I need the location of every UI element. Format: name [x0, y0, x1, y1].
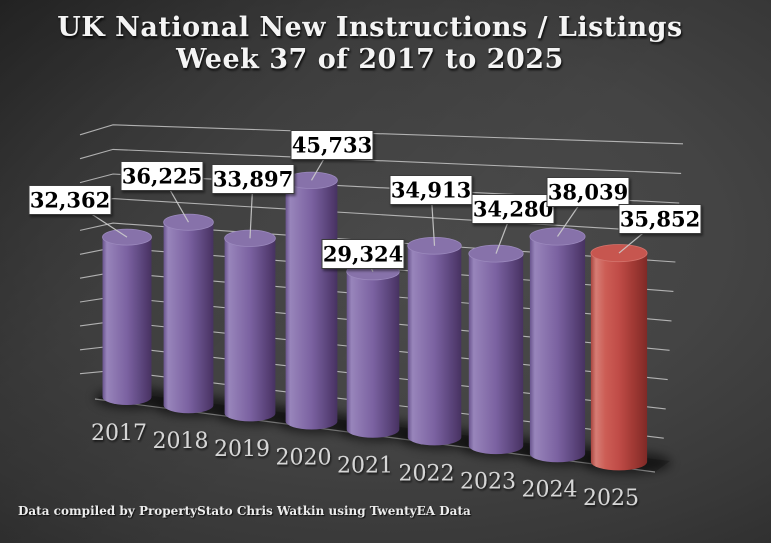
value-label-text: 32,362 [30, 188, 110, 213]
x-axis-label-2025: 2025 [583, 486, 639, 511]
x-axis-label-2018: 2018 [153, 429, 209, 454]
bar-2019 [224, 229, 276, 422]
value-label-2019: 33,897 [211, 164, 295, 194]
value-label-text: 34,280 [473, 197, 553, 222]
bar-body [468, 253, 524, 455]
value-label-box [120, 161, 204, 191]
value-label-2023: 34,280 [471, 194, 555, 224]
x-axis-label-2023: 2023 [460, 470, 516, 495]
value-label-2024: 38,039 [546, 177, 630, 207]
value-label-text: 38,039 [548, 180, 628, 205]
value-label-text: 36,225 [122, 164, 202, 189]
bar-2025 [590, 244, 648, 471]
x-axis-label-2020: 2020 [276, 445, 332, 470]
bar-2017 [102, 228, 152, 405]
x-axis-label-2021: 2021 [337, 453, 393, 478]
x-axis-label-2019: 2019 [214, 437, 270, 462]
value-label-text: 33,897 [213, 167, 293, 192]
value-label-box [546, 177, 630, 207]
bar-body [102, 237, 152, 405]
bar-2018 [163, 213, 214, 414]
x-axis-labels: 2017 2018 2019 2020 2021 2022 2023 2024 2025 [91, 421, 639, 511]
value-label-text: 45,733 [292, 133, 372, 158]
bar-2022 [407, 237, 462, 446]
bar-body [346, 271, 400, 438]
bar-2020 [285, 171, 338, 430]
value-label-box [290, 130, 374, 160]
value-label-box [389, 175, 473, 205]
value-label-box [211, 164, 295, 194]
value-label-2018: 36,225 [120, 161, 204, 191]
bar-2023 [468, 244, 524, 455]
chart-title: UK National New Instructions / Listings [57, 12, 683, 43]
data-source-footer: Data compiled by PropertyStato Chris Wat… [18, 504, 471, 518]
value-label-box [321, 239, 405, 269]
value-label-box [28, 185, 112, 215]
gridline [79, 124, 684, 145]
x-axis-label-2022: 2022 [399, 462, 455, 487]
gridline [79, 148, 682, 174]
value-label-text: 34,913 [391, 178, 471, 203]
value-label-2025: 35,852 [618, 204, 702, 234]
chart-title-block: UK National New Instructions / Listings … [0, 12, 740, 76]
value-label-text: 35,852 [620, 207, 700, 232]
x-axis-label-2024: 2024 [522, 478, 578, 503]
bar-2024 [529, 227, 586, 463]
gridline [79, 173, 680, 204]
value-label-2020: 45,733 [290, 130, 374, 160]
value-label-text: 29,324 [323, 242, 403, 267]
value-label-box [618, 204, 702, 234]
bar-body [590, 253, 648, 471]
bar-body [224, 238, 276, 422]
value-label-2022: 34,913 [389, 175, 473, 205]
bar-body [407, 245, 462, 446]
bar-body [163, 222, 214, 414]
value-label-2017: 32,362 [28, 185, 112, 215]
value-label-2021: 29,324 [321, 239, 405, 269]
bar-body [285, 180, 338, 430]
x-axis-label-2017: 2017 [91, 421, 147, 446]
bar-body [529, 236, 586, 463]
bar-2021 [346, 262, 400, 438]
value-label-box [471, 194, 555, 224]
chart-subtitle: Week 37 of 2017 to 2025 [176, 43, 564, 75]
